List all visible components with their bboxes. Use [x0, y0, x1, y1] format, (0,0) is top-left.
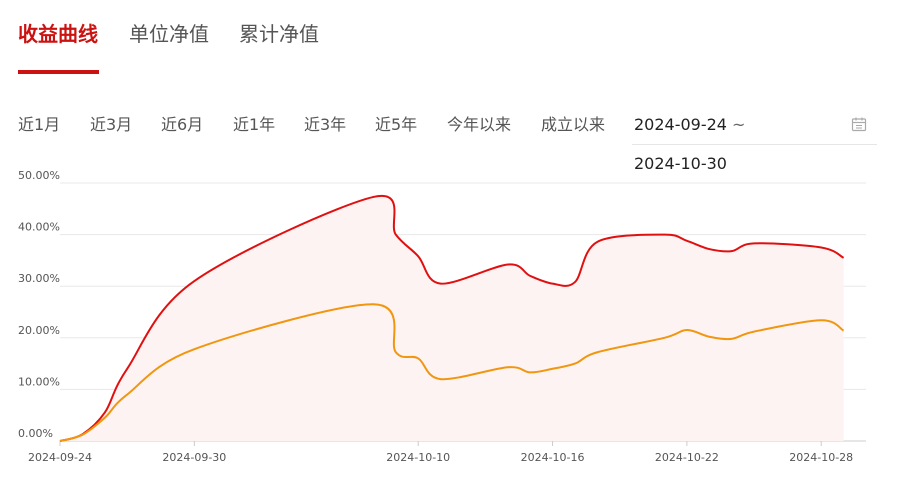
series-area-0 [60, 195, 844, 441]
y-tick-label: 50.00% [18, 169, 60, 182]
x-tick-label: 2024-10-28 [789, 451, 853, 464]
period-ytd[interactable]: 今年以来 [447, 115, 512, 134]
period-1m[interactable]: 近1月 [18, 115, 61, 134]
y-tick-label: 0.00% [18, 427, 53, 440]
period-3m[interactable]: 近3月 [90, 115, 133, 134]
calendar-icon[interactable] [851, 116, 867, 132]
x-tick-label: 2024-10-16 [521, 451, 585, 464]
period-5y[interactable]: 近5年 [375, 115, 418, 134]
date-range-divider [632, 144, 877, 145]
date-end-input[interactable]: 2024-10-30 [634, 154, 727, 173]
x-tick-label: 2024-10-10 [386, 451, 450, 464]
active-tab-indicator [18, 70, 99, 74]
x-tick-label: 2024-09-30 [162, 451, 226, 464]
period-3y[interactable]: 近3年 [304, 115, 347, 134]
date-range-separator: ~ [732, 115, 746, 134]
return-curve-chart: 0.00% 10.00% 20.00% 30.00% 40.00% 50.00% 2024-… [18, 169, 866, 464]
period-1y[interactable]: 近1年 [233, 115, 276, 134]
x-tick-label: 2024-10-22 [655, 451, 719, 464]
y-tick-label: 20.00% [18, 324, 60, 337]
date-start-input[interactable]: 2024-09-24 [634, 115, 727, 134]
y-tick-label: 40.00% [18, 221, 60, 234]
period-6m[interactable]: 近6月 [161, 115, 204, 134]
tab-return-curve[interactable]: 收益曲线 [18, 22, 98, 46]
period-since-inception[interactable]: 成立以来 [541, 115, 606, 134]
series-line-0 [59, 194, 845, 442]
y-tick-label: 10.00% [18, 375, 60, 388]
series-line-1 [59, 303, 845, 442]
x-tick-label: 2024-09-24 [28, 451, 92, 464]
tab-unit-nav[interactable]: 单位净值 [129, 22, 209, 46]
tab-cumulative-nav[interactable]: 累计净值 [239, 22, 319, 46]
y-tick-label: 30.00% [18, 272, 60, 285]
